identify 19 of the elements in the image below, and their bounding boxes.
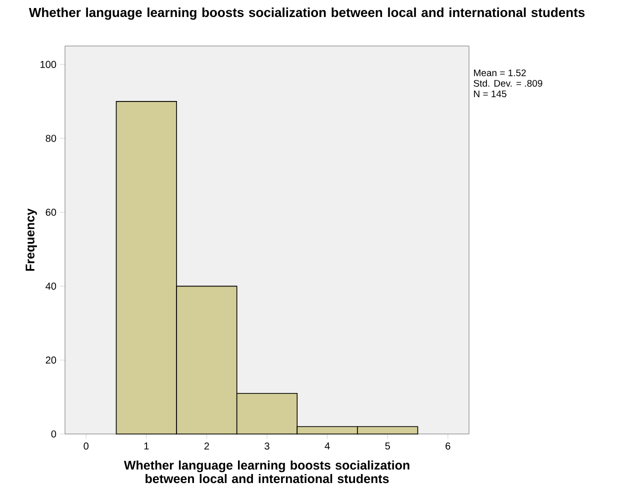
x-tick-label: 6 <box>446 442 450 450</box>
x-axis-title: Whether language learning boosts socialization between local and international students <box>124 460 410 484</box>
y-tick-label: 80 <box>46 134 56 142</box>
y-tick-label: 40 <box>46 282 56 290</box>
x-tick-label: 2 <box>204 442 209 450</box>
y-tick-label: 20 <box>46 356 56 364</box>
x-tick-label: 4 <box>324 442 330 450</box>
chart-title: Whether language learning boosts socialization between local and international students <box>28 8 585 20</box>
x-tick-label: 0 <box>84 442 89 450</box>
x-tick-label: 5 <box>385 442 390 450</box>
y-tick-label: 60 <box>46 208 56 216</box>
text: N = 145 <box>474 90 506 98</box>
y-tick-label: 0 <box>51 430 56 438</box>
x-tick-label: 1 <box>144 442 149 450</box>
text: Std. Dev. = .809 <box>474 80 542 87</box>
y-axis-title: Frequency <box>26 208 37 271</box>
y-tick-label: 100 <box>40 60 56 68</box>
text: Mean = 1.52 <box>474 69 526 76</box>
x-tick-label: 3 <box>264 442 270 450</box>
